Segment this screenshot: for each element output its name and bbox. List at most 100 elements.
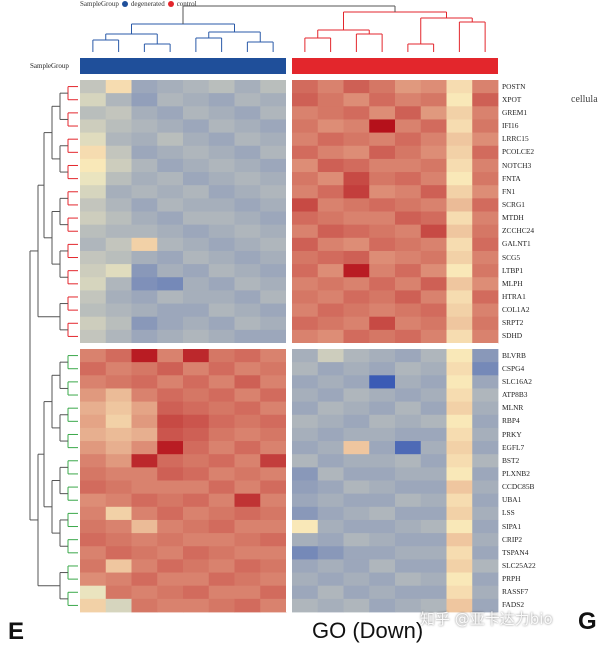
legend-degenerated-label: degenerated: [130, 0, 165, 8]
heatmap-cell-UBA1-D2: [105, 493, 132, 508]
heatmap-cell-PRPH-C4: [369, 572, 396, 587]
heatmap-cell-IFI16-D4: [157, 119, 184, 133]
heatmap-cell-GALNT1-C6: [420, 237, 447, 252]
heatmap-cell-IFI16-D5: [183, 119, 210, 133]
heatmap-cell-HTRA1-C5: [395, 290, 422, 304]
heatmap-cell-SCG5-D5: [183, 250, 210, 265]
heatmap-cell-MTDH-C4: [369, 211, 396, 226]
heatmap-cell-RBP4-C6: [420, 414, 447, 429]
heatmap-cell-EGFL7-D8: [260, 441, 287, 455]
heatmap-cell-CSPG4-C6: [420, 362, 447, 376]
heatmap-cell-IFI16-D6: [208, 119, 235, 133]
heatmap-cell-SIPA1-D5: [183, 519, 210, 534]
heatmap-cell-LRRC15-D8: [260, 132, 287, 147]
heatmap-cell-MLNR-D3: [131, 401, 158, 416]
heatmap-cell-CCDC85B-C1: [292, 480, 319, 495]
column-split-gap: [286, 56, 292, 612]
heatmap-cell-SLC16A2-C2: [317, 375, 344, 389]
heatmap-cell-SLC25A22-D7: [234, 559, 261, 573]
gene-label: PCOLCE2: [502, 147, 535, 157]
legend-degenerated-swatch: [121, 1, 128, 7]
heatmap-cell-SDHD-D1: [80, 329, 107, 344]
heatmap-cell-UBA1-D8: [260, 493, 287, 508]
heatmap-cell-RBP4-D8: [260, 414, 287, 429]
heatmap-cell-ATP8B3-C6: [420, 388, 447, 402]
heatmap-cell-CCDC85B-C7: [446, 480, 473, 495]
gene-label: MLNR: [502, 403, 524, 413]
heatmap-cell-SIPA1-C2: [317, 519, 344, 534]
heatmap-cell-CCDC85B-D5: [183, 480, 210, 495]
heatmap-cell-XPOT-C7: [446, 93, 473, 107]
gene-label: MLPH: [502, 278, 523, 288]
heatmap-cell-LRRC15-C5: [395, 132, 422, 147]
heatmap-cell-RBP4-C5: [395, 414, 422, 429]
heatmap-cell-EGFL7-C1: [292, 441, 319, 455]
heatmap-cell-PRKY-D5: [183, 427, 210, 442]
gene-label: CSPG4: [502, 363, 525, 373]
heatmap-cell-SIPA1-D3: [131, 519, 158, 534]
heatmap-cell-LSS-D6: [208, 506, 235, 521]
heatmap-cell-FN1-D2: [105, 185, 132, 199]
heatmap-cell-UBA1-C3: [343, 493, 370, 508]
heatmap-cell-CSPG4-D6: [208, 362, 235, 376]
heatmap-cell-MLPH-D1: [80, 277, 107, 291]
heatmap-cell-POSTN-D7: [234, 80, 261, 94]
heatmap-cell-SDHD-D2: [105, 329, 132, 344]
heatmap-cell-SLC25A22-D3: [131, 559, 158, 573]
heatmap-cell-SIPA1-C6: [420, 519, 447, 534]
gene-label: HTRA1: [502, 292, 526, 301]
heatmap-cell-SDHD-C4: [369, 329, 396, 344]
heatmap-cell-PLXNB2-C1: [292, 467, 319, 481]
heatmap-cell-TSPAN4-C4: [369, 546, 396, 560]
heatmap-cell-SRPT2-C5: [395, 316, 422, 331]
heatmap-cell-MLPH-C5: [395, 277, 422, 291]
heatmap-cell-FNTA-D4: [157, 172, 184, 186]
heatmap-cell-BST2-D7: [234, 454, 261, 468]
heatmap-cell-CSPG4-C3: [343, 362, 370, 376]
heatmap-cell-PLXNB2-C7: [446, 467, 473, 481]
heatmap-cell-CCDC85B-D8: [260, 480, 287, 495]
heatmap-cell-IFI16-D1: [80, 119, 107, 133]
heatmap-cell-SLC16A2-C3: [343, 375, 370, 389]
heatmap-cell-RASSF7-D4: [157, 585, 184, 600]
heatmap-cell-PRPH-D6: [208, 572, 235, 587]
heatmap-cell-EGFL7-C5: [395, 441, 422, 455]
gene-label: CCDC85B: [502, 482, 535, 492]
heatmap-cell-CSPG4-C7: [446, 362, 473, 376]
heatmap-cells: [80, 80, 499, 613]
heatmap-cell-SCRG1-D7: [234, 198, 261, 212]
heatmap-cell-MLNR-C1: [292, 401, 319, 416]
heatmap-cell-CCDC85B-D4: [157, 480, 184, 495]
heatmap-cell-GREM1-C4: [369, 106, 396, 120]
heatmap-cell-PCOLCE2-C1: [292, 145, 319, 160]
heatmap-cell-CSPG4-D8: [260, 362, 287, 376]
heatmap-cell-TSPAN4-C5: [395, 546, 422, 560]
heatmap-cell-BLVRB-D4: [157, 349, 184, 363]
heatmap-cell-SIPA1-C1: [292, 519, 319, 534]
gene-label: FN1: [502, 186, 516, 196]
heatmap-cell-FN1-D7: [234, 185, 261, 199]
heatmap-cell-ATP8B3-C1: [292, 388, 319, 402]
heatmap-cell-UBA1-C6: [420, 493, 447, 508]
heatmap-cell-ATP8B3-D3: [131, 388, 158, 402]
heatmap-cell-RBP4-D1: [80, 414, 107, 429]
heatmap-cell-GREM1-D4: [157, 106, 184, 120]
heatmap-cell-EGFL7-D6: [208, 441, 235, 455]
heatmap-cell-TSPAN4-C2: [317, 546, 344, 560]
heatmap-cell-LRRC15-C6: [420, 132, 447, 147]
heatmap-cell-MLNR-D5: [183, 401, 210, 416]
heatmap-cell-SCG5-C5: [395, 250, 422, 265]
heatmap-cell-PCOLCE2-D3: [131, 145, 158, 160]
heatmap-cell-SRPT2-D8: [260, 316, 287, 331]
heatmap-cell-RASSF7-C6: [420, 585, 447, 600]
heatmap-cell-SCRG1-C6: [420, 198, 447, 212]
gene-label: SRPT2: [502, 318, 524, 328]
heatmap-cell-PLXNB2-D3: [131, 467, 158, 481]
heatmap-cell-GALNT1-D2: [105, 237, 132, 252]
heatmap-cell-MTDH-D3: [131, 211, 158, 226]
gene-label: SCRG1: [502, 199, 526, 209]
heatmap-cell-LSS-C4: [369, 506, 396, 521]
heatmap-cell-HTRA1-D5: [183, 290, 210, 304]
heatmap-cell-MTDH-D4: [157, 211, 184, 226]
heatmap-cell-BST2-C3: [343, 454, 370, 468]
